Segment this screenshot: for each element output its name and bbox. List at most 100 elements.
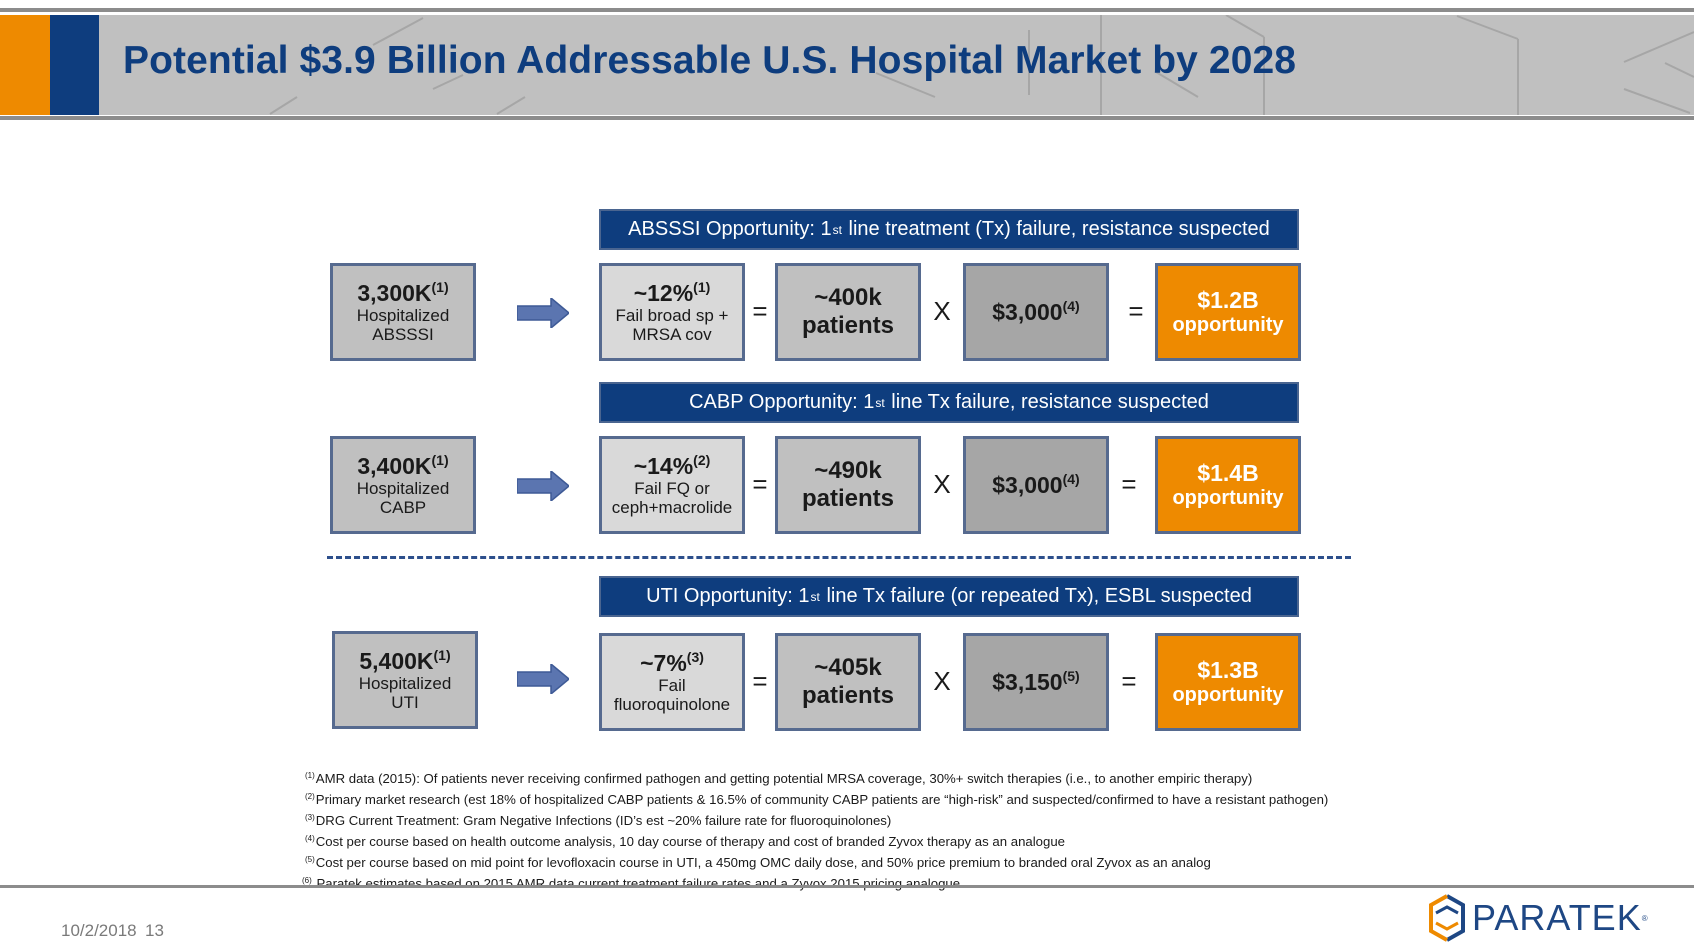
- uti-source-box: 5,400K(1) Hospitalized UTI: [332, 631, 478, 729]
- times-sign: X: [933, 296, 951, 326]
- uti-failure-box: ~7%(3) Fail fluoroquinolone: [599, 633, 745, 731]
- cabp-price-value: $3,000: [992, 471, 1063, 498]
- uti-failure-ref: (3): [686, 648, 704, 665]
- absssi-patients-label: patients: [801, 312, 894, 339]
- absssi-source-line1: Hospitalized: [356, 306, 450, 326]
- footnotes: (1)AMR data (2015): Of patients never re…: [302, 767, 1328, 893]
- absssi-failure-line1: Fail broad sp +: [615, 306, 729, 326]
- slide-header: Potential $3.9 Billion Addressable U.S. …: [0, 15, 1694, 115]
- absssi-source-line2: ABSSSI: [372, 325, 434, 345]
- footnote-4: (4)Cost per course based on health outco…: [305, 830, 1328, 851]
- absssi-result-label: opportunity: [1172, 313, 1284, 336]
- uti-patients-label: patients: [801, 682, 894, 709]
- absssi-failure-box: ~12%(1) Fail broad sp + MRSA cov: [599, 263, 745, 361]
- absssi-source-value: 3,300K: [357, 279, 432, 306]
- paratek-logo: PARATEK ®: [1428, 893, 1648, 943]
- cabp-result-value: $1.4B: [1197, 459, 1259, 486]
- footnote-text: Primary market research (est 18% of hosp…: [315, 792, 1329, 807]
- equals-sign: =: [1128, 296, 1144, 326]
- footnote-text: Paratek estimates based on 2015 AMR data…: [312, 876, 961, 891]
- cabp-result-box: $1.4B opportunity: [1155, 436, 1301, 534]
- uti-price-value: $3,150: [992, 668, 1063, 695]
- cabp-failure-line1: Fail FQ or: [634, 479, 710, 499]
- uti-failure-line2: fluoroquinolone: [613, 695, 731, 715]
- header-navy-accent: [50, 15, 99, 115]
- absssi-failure-line2: MRSA cov: [632, 325, 712, 345]
- uti-price-ref: (5): [1062, 667, 1080, 684]
- footnote-text: Cost per course based on mid point for l…: [315, 855, 1211, 870]
- footnote-ref: (6): [302, 876, 312, 885]
- arrow-right-icon: [517, 471, 569, 501]
- footnote-1: (1)AMR data (2015): Of patients never re…: [305, 767, 1328, 788]
- uti-failure-value: ~7%: [640, 649, 687, 676]
- absssi-failure-value: ~12%: [633, 279, 694, 306]
- cabp-source-value: 3,400K: [357, 452, 432, 479]
- paratek-hexagon-icon: [1429, 894, 1465, 942]
- cabp-patients-box: ~490k patients: [775, 436, 921, 534]
- slide-date: 10/2/2018: [61, 921, 137, 940]
- slide-number: 13: [145, 921, 164, 940]
- cabp-source-box: 3,400K(1) Hospitalized CABP: [330, 436, 476, 534]
- absssi-price-value: $3,000: [992, 298, 1063, 325]
- uti-source-line1: Hospitalized: [358, 674, 452, 694]
- equals-sign: =: [1121, 469, 1137, 499]
- footnote-text: DRG Current Treatment: Gram Negative Inf…: [315, 813, 892, 828]
- cabp-failure-box: ~14%(2) Fail FQ or ceph+macrolide: [599, 436, 745, 534]
- section-divider: [327, 556, 1351, 559]
- uti-result-value: $1.3B: [1197, 656, 1259, 683]
- cabp-failure-line2: ceph+macrolide: [611, 498, 733, 518]
- cabp-price-box: $3,000(4): [963, 436, 1109, 534]
- uti-source-value: 5,400K: [359, 647, 434, 674]
- header-top-rule: [0, 8, 1694, 12]
- uti-result-box: $1.3B opportunity: [1155, 633, 1301, 731]
- cabp-result-label: opportunity: [1172, 486, 1284, 509]
- absssi-result-value: $1.2B: [1197, 286, 1259, 313]
- absssi-patients-value: ~400k: [814, 284, 882, 312]
- uti-patients-box: ~405k patients: [775, 633, 921, 731]
- times-sign: X: [933, 666, 951, 696]
- header-bottom-rule: [0, 116, 1694, 120]
- arrow-right-icon: [517, 664, 569, 694]
- uti-price-box: $3,150(5): [963, 633, 1109, 731]
- absssi-patients-box: ~400k patients: [775, 263, 921, 361]
- footnote-text: Cost per course based on health outcome …: [315, 834, 1066, 849]
- absssi-failure-ref: (1): [693, 278, 711, 295]
- banner-uti-prefix: UTI Opportunity: 1: [646, 585, 810, 607]
- banner-uti-sup: st: [810, 589, 820, 604]
- cabp-failure-ref: (2): [693, 451, 711, 468]
- cabp-source-ref: (1): [431, 451, 449, 468]
- absssi-price-ref: (4): [1062, 297, 1080, 314]
- footnote-3: (3)DRG Current Treatment: Gram Negative …: [305, 809, 1328, 830]
- absssi-source-box: 3,300K(1) Hospitalized ABSSSI: [330, 263, 476, 361]
- absssi-price-box: $3,000(4): [963, 263, 1109, 361]
- footnote-text: AMR data (2015): Of patients never recei…: [315, 771, 1253, 786]
- footnote-ref: (4): [305, 834, 315, 843]
- header-orange-accent: [0, 15, 50, 115]
- footnote-5: (5)Cost per course based on mid point fo…: [305, 851, 1328, 872]
- arrow-right-icon: [517, 298, 569, 328]
- equals-sign: =: [1121, 666, 1137, 696]
- uti-source-ref: (1): [433, 646, 451, 663]
- banner-cabp-sup: st: [875, 395, 885, 410]
- uti-source-line2: UTI: [391, 693, 419, 713]
- banner-cabp-prefix: CABP Opportunity: 1: [689, 391, 875, 413]
- absssi-source-ref: (1): [431, 278, 449, 295]
- cabp-failure-value: ~14%: [633, 452, 694, 479]
- banner-absssi-prefix: ABSSSI Opportunity: 1: [628, 218, 832, 240]
- cabp-patients-value: ~490k: [814, 457, 882, 485]
- cabp-price-ref: (4): [1062, 470, 1080, 487]
- header-decorative-lines: [269, 15, 1694, 115]
- cabp-source-line2: CABP: [379, 498, 427, 518]
- footnote-6: (6) Paratek estimates based on 2015 AMR …: [302, 872, 1328, 893]
- uti-result-label: opportunity: [1172, 683, 1284, 706]
- absssi-result-box: $1.2B opportunity: [1155, 263, 1301, 361]
- banner-absssi-suffix: line treatment (Tx) failure, resistance …: [842, 218, 1270, 240]
- equals-sign: =: [752, 296, 768, 326]
- footnote-2: (2)Primary market research (est 18% of h…: [305, 788, 1328, 809]
- logo-wordmark: PARATEK: [1472, 897, 1642, 938]
- cabp-source-line1: Hospitalized: [356, 479, 450, 499]
- footnote-ref: (1): [305, 771, 315, 780]
- times-sign: X: [933, 469, 951, 499]
